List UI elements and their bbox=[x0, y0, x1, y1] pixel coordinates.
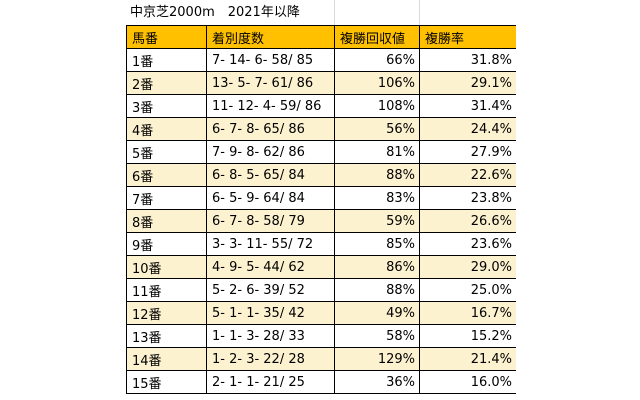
cell-rate: 25.0% bbox=[419, 278, 516, 302]
cell-gate: 10番 bbox=[126, 255, 207, 279]
cell-gate: 9番 bbox=[126, 232, 207, 256]
cell-return-value: 86% bbox=[334, 255, 420, 279]
cell-record: 11- 12- 4- 59/ 86 bbox=[206, 94, 335, 118]
cell-gate: 7番 bbox=[126, 186, 207, 210]
cell-record: 6- 7- 8- 65/ 86 bbox=[206, 117, 335, 141]
header-return-value: 複勝回収値 bbox=[334, 25, 420, 49]
table-row: 1番 7- 14- 6- 58/ 85 66% 31.8% bbox=[126, 48, 516, 72]
cell-return-value: 81% bbox=[334, 140, 420, 164]
cell-return-value: 58% bbox=[334, 324, 420, 348]
cell-record: 6- 5- 9- 64/ 84 bbox=[206, 186, 335, 210]
gate-stats-table: 馬番 着別度数 複勝回収値 複勝率 1番 7- 14- 6- 58/ 85 66% 3… bbox=[126, 25, 516, 394]
cell-rate: 22.6% bbox=[419, 163, 516, 187]
cell-gate: 5番 bbox=[126, 140, 207, 164]
cell-return-value: 66% bbox=[334, 48, 420, 72]
cell-rate: 29.1% bbox=[419, 71, 516, 95]
cell-return-value: 108% bbox=[334, 94, 420, 118]
cell-rate: 29.0% bbox=[419, 255, 516, 279]
cell-record: 5- 2- 6- 39/ 52 bbox=[206, 278, 335, 302]
table-row: 13番 1- 1- 3- 28/ 33 58% 15.2% bbox=[126, 324, 516, 348]
table-row: 2番 13- 5- 7- 61/ 86 106% 29.1% bbox=[126, 71, 516, 95]
cell-rate: 15.2% bbox=[419, 324, 516, 348]
cell-record: 6- 8- 5- 65/ 84 bbox=[206, 163, 335, 187]
sheet-title: 中京芝2000m 2021年以降 bbox=[130, 5, 300, 20]
table-header-row: 馬番 着別度数 複勝回収値 複勝率 bbox=[126, 25, 516, 49]
cell-gate: 14番 bbox=[126, 347, 207, 371]
table-row: 9番 3- 3- 11- 55/ 72 85% 23.6% bbox=[126, 232, 516, 256]
table-row: 8番 6- 7- 8- 58/ 79 59% 26.6% bbox=[126, 209, 516, 233]
cell-return-value: 49% bbox=[334, 301, 420, 325]
cell-record: 3- 3- 11- 55/ 72 bbox=[206, 232, 335, 256]
cell-gate: 4番 bbox=[126, 117, 207, 141]
cell-gate: 8番 bbox=[126, 209, 207, 233]
cell-record: 2- 1- 1- 21/ 25 bbox=[206, 370, 335, 394]
table-row: 5番 7- 9- 8- 62/ 86 81% 27.9% bbox=[126, 140, 516, 164]
table-row: 7番 6- 5- 9- 64/ 84 83% 23.8% bbox=[126, 186, 516, 210]
cell-record: 1- 1- 3- 28/ 33 bbox=[206, 324, 335, 348]
cell-record: 6- 7- 8- 58/ 79 bbox=[206, 209, 335, 233]
cell-gate: 13番 bbox=[126, 324, 207, 348]
cell-rate: 21.4% bbox=[419, 347, 516, 371]
cell-return-value: 129% bbox=[334, 347, 420, 371]
cell-gate: 1番 bbox=[126, 48, 207, 72]
table-row: 14番 1- 2- 3- 22/ 28 129% 21.4% bbox=[126, 347, 516, 371]
cell-return-value: 106% bbox=[334, 71, 420, 95]
cell-return-value: 56% bbox=[334, 117, 420, 141]
cell-return-value: 85% bbox=[334, 232, 420, 256]
title-row-gridline bbox=[334, 0, 335, 25]
cell-return-value: 83% bbox=[334, 186, 420, 210]
cell-rate: 31.4% bbox=[419, 94, 516, 118]
cell-return-value: 59% bbox=[334, 209, 420, 233]
cell-gate: 2番 bbox=[126, 71, 207, 95]
table-row: 11番 5- 2- 6- 39/ 52 88% 25.0% bbox=[126, 278, 516, 302]
cell-return-value: 36% bbox=[334, 370, 420, 394]
cell-gate: 11番 bbox=[126, 278, 207, 302]
cell-gate: 6番 bbox=[126, 163, 207, 187]
cell-rate: 26.6% bbox=[419, 209, 516, 233]
cell-rate: 23.8% bbox=[419, 186, 516, 210]
cell-rate: 27.9% bbox=[419, 140, 516, 164]
cell-record: 7- 9- 8- 62/ 86 bbox=[206, 140, 335, 164]
table-row: 3番 11- 12- 4- 59/ 86 108% 31.4% bbox=[126, 94, 516, 118]
cell-gate: 3番 bbox=[126, 94, 207, 118]
cell-return-value: 88% bbox=[334, 163, 420, 187]
cell-rate: 23.6% bbox=[419, 232, 516, 256]
cell-record: 7- 14- 6- 58/ 85 bbox=[206, 48, 335, 72]
cell-return-value: 88% bbox=[334, 278, 420, 302]
table-row: 6番 6- 8- 5- 65/ 84 88% 22.6% bbox=[126, 163, 516, 187]
cell-gate: 15番 bbox=[126, 370, 207, 394]
table-row: 12番 5- 1- 1- 35/ 42 49% 16.7% bbox=[126, 301, 516, 325]
table-row: 10番 4- 9- 5- 44/ 62 86% 29.0% bbox=[126, 255, 516, 279]
spreadsheet-sheet: 中京芝2000m 2021年以降 馬番 着別度数 複勝回収値 複勝率 1番 7- … bbox=[126, 0, 516, 400]
table-body: 1番 7- 14- 6- 58/ 85 66% 31.8% 2番 13- 5- 7- 61… bbox=[126, 48, 516, 394]
cell-rate: 16.0% bbox=[419, 370, 516, 394]
header-gate: 馬番 bbox=[126, 25, 207, 49]
header-record: 着別度数 bbox=[206, 25, 335, 49]
table-row: 4番 6- 7- 8- 65/ 86 56% 24.4% bbox=[126, 117, 516, 141]
cell-record: 5- 1- 1- 35/ 42 bbox=[206, 301, 335, 325]
cell-rate: 31.8% bbox=[419, 48, 516, 72]
cell-gate: 12番 bbox=[126, 301, 207, 325]
title-row-gridline bbox=[419, 0, 420, 25]
cell-rate: 24.4% bbox=[419, 117, 516, 141]
cell-rate: 16.7% bbox=[419, 301, 516, 325]
cell-record: 13- 5- 7- 61/ 86 bbox=[206, 71, 335, 95]
cell-record: 4- 9- 5- 44/ 62 bbox=[206, 255, 335, 279]
cell-record: 1- 2- 3- 22/ 28 bbox=[206, 347, 335, 371]
header-rate: 複勝率 bbox=[419, 25, 516, 49]
table-row: 15番 2- 1- 1- 21/ 25 36% 16.0% bbox=[126, 370, 516, 394]
